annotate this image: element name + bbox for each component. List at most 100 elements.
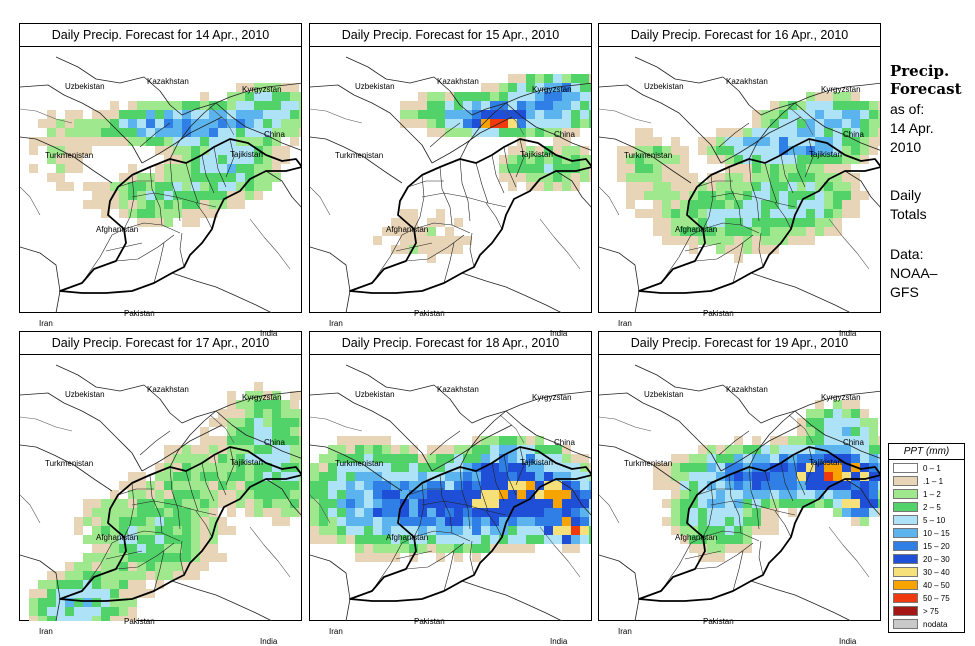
country-border — [794, 410, 880, 459]
label-india: India — [839, 329, 857, 338]
label-kyrgyzstan: Kyrgyzstan — [532, 393, 572, 402]
panel-title: Daily Precip. Forecast for 18 Apr., 2010 — [310, 332, 591, 355]
country-border — [433, 384, 507, 424]
afghanistan-border — [349, 138, 591, 294]
province-border — [131, 500, 217, 516]
country-border — [20, 136, 113, 184]
province-border — [131, 192, 217, 208]
country-border — [20, 444, 113, 492]
label-turkmenistan: Turkmenistan — [624, 459, 673, 468]
province-border — [710, 500, 796, 516]
legend-label: 5 – 10 — [923, 515, 946, 525]
precip-map — [599, 56, 880, 313]
province-border — [702, 530, 760, 542]
precip-raster — [617, 92, 880, 263]
country-border — [722, 384, 796, 424]
province-border — [405, 542, 465, 570]
province-border — [429, 430, 461, 456]
legend-swatch — [893, 593, 918, 603]
legend-item: 20 – 30 — [893, 553, 950, 565]
province-border — [405, 234, 465, 262]
panel-title: Daily Precip. Forecast for 17 Apr., 2010 — [20, 332, 301, 355]
label-kyrgyzstan: Kyrgyzstan — [821, 85, 861, 94]
side-title-line2: Forecast — [890, 80, 962, 98]
label-turkmenistan: Turkmenistan — [45, 151, 94, 160]
legend-swatch — [893, 567, 918, 577]
province-border — [485, 510, 503, 538]
label-kyrgyzstan: Kyrgyzstan — [242, 85, 282, 94]
province-border — [149, 474, 163, 534]
daily-label: Daily — [890, 187, 922, 203]
province-border — [169, 466, 181, 530]
river-line — [539, 218, 581, 270]
province-border — [469, 232, 475, 268]
label-china: China — [554, 438, 575, 447]
country-border — [599, 392, 722, 472]
province-border — [185, 470, 199, 512]
river-line — [499, 414, 525, 444]
as-of-label: as of: — [890, 101, 925, 117]
legend-item: 5 – 10 — [893, 514, 945, 526]
label-kyrgyzstan: Kyrgyzstan — [532, 85, 572, 94]
as-of-text: as of: 14 Apr. 2010 — [890, 100, 934, 157]
country-border — [505, 102, 591, 151]
country-border — [345, 56, 435, 84]
province-border — [702, 174, 714, 230]
river-line — [828, 526, 870, 578]
legend-label: 2 – 5 — [923, 502, 941, 512]
province-border — [213, 454, 227, 496]
label-kyrgyzstan: Kyrgyzstan — [821, 393, 861, 402]
label-india: India — [260, 637, 278, 646]
country-border — [555, 170, 591, 208]
province-border — [728, 166, 742, 226]
legend-swatch — [893, 489, 918, 499]
forecast-panel: Daily Precip. Forecast for 19 Apr., 2010… — [598, 331, 881, 646]
country-border — [171, 580, 273, 621]
label-tajikistan: Tajikistan — [520, 458, 553, 467]
afghanistan-border — [638, 138, 880, 294]
province-border — [185, 162, 199, 204]
country-border — [431, 424, 513, 472]
legend-swatch — [893, 554, 918, 564]
province-border — [758, 540, 764, 576]
panel-title: Daily Precip. Forecast for 19 Apr., 2010 — [599, 332, 880, 355]
province-border — [115, 542, 175, 570]
province-border — [407, 180, 444, 188]
country-border — [634, 290, 640, 313]
legend-label: 10 – 15 — [923, 528, 950, 538]
label-pakistan: Pakistan — [414, 617, 445, 626]
country-border — [505, 410, 591, 459]
province-border — [764, 162, 778, 204]
country-border — [750, 272, 852, 313]
label-india: India — [839, 637, 857, 646]
river-line — [828, 218, 870, 270]
legend-swatch — [893, 619, 918, 629]
province-border — [195, 202, 213, 230]
label-afghanistan: Afghanistan — [675, 225, 718, 234]
river-line — [20, 494, 41, 524]
country-border — [265, 170, 301, 208]
precip-raster — [653, 400, 880, 562]
data-source-line1: NOAA– — [890, 265, 938, 281]
province-border — [413, 530, 471, 542]
province-border — [718, 122, 750, 148]
label-india: India — [260, 329, 278, 338]
label-iran: Iran — [329, 627, 343, 636]
river-line — [20, 108, 73, 124]
province-border — [429, 122, 461, 148]
country-border — [143, 76, 217, 116]
label-pakistan: Pakistan — [124, 617, 155, 626]
legend-label: 1 – 2 — [923, 489, 941, 499]
province-border — [213, 146, 227, 188]
river-line — [249, 218, 291, 270]
label-uzbekistan: Uzbekistan — [65, 82, 105, 91]
province-border — [491, 462, 505, 502]
label-uzbekistan: Uzbekistan — [644, 82, 684, 91]
river-line — [209, 414, 235, 444]
province-border — [149, 166, 163, 226]
legend-label: > 75 — [923, 606, 939, 616]
province-border — [764, 470, 778, 512]
label-afghanistan: Afghanistan — [96, 533, 139, 542]
province-border — [123, 530, 181, 542]
country-border — [599, 246, 640, 292]
